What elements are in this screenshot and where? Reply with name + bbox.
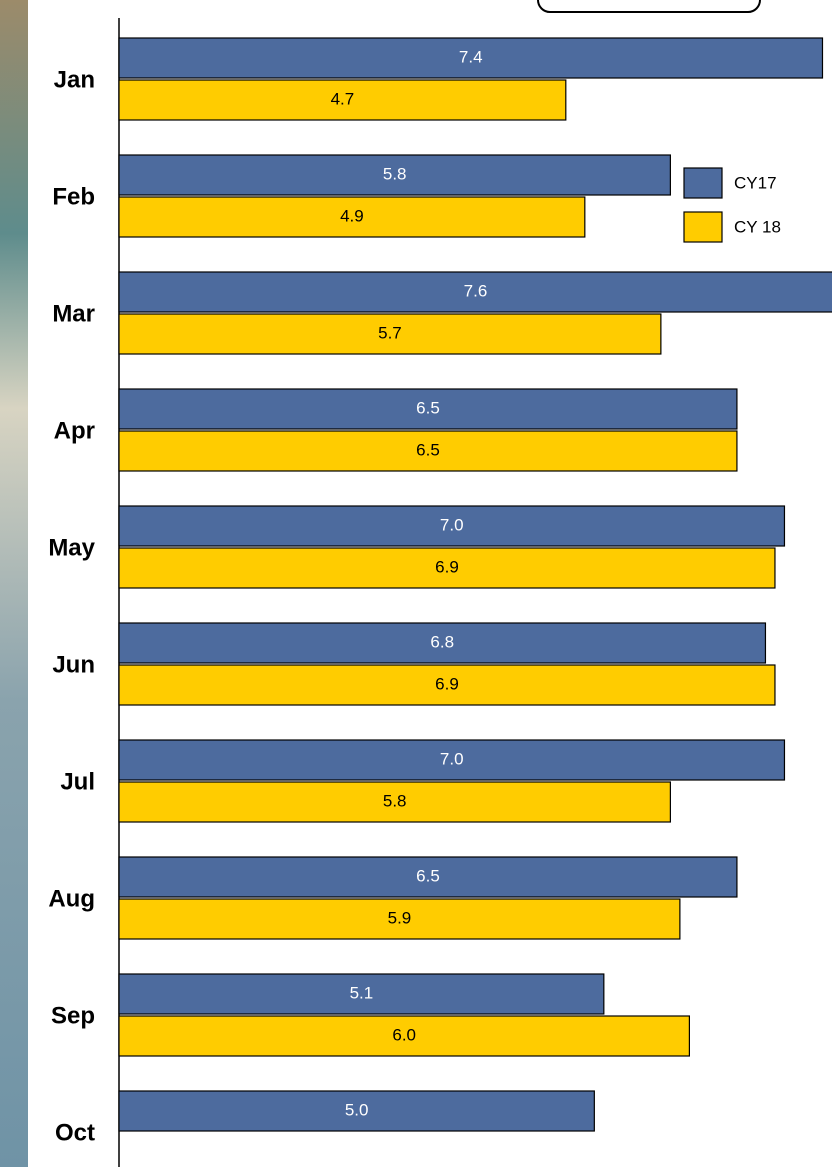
data-label: 6.8 (430, 632, 454, 651)
chart: Jan 7.4 4.7 Feb 5.8 4.9 Mar 7.6 5.7 Apr 6.5 6.5 May 7… (0, 0, 832, 1167)
y-tick-label: Sep (51, 1002, 95, 1029)
data-label: 4.7 (331, 89, 355, 108)
page: {"chart_data": {"type": "bar", "orientat… (0, 0, 832, 1167)
legend-label: CY 18 (734, 217, 781, 236)
data-label: 7.0 (440, 515, 464, 534)
legend-swatch (684, 212, 722, 242)
data-label: 6.5 (416, 398, 440, 417)
y-tick-label: Feb (52, 183, 95, 210)
legend-frame (538, 0, 760, 12)
data-label: 6.5 (416, 866, 440, 885)
y-tick-label: Jun (52, 651, 95, 678)
data-label: 5.1 (350, 983, 374, 1002)
legend-swatch (684, 168, 722, 198)
data-label: 7.0 (440, 749, 464, 768)
y-tick-label: May (48, 534, 95, 561)
data-label: 5.7 (378, 323, 402, 342)
data-label: 5.0 (345, 1100, 369, 1119)
y-tick-label: Mar (52, 300, 95, 327)
y-tick-label: Aug (48, 885, 95, 912)
legend-label: CY17 (734, 173, 777, 192)
y-tick-label: Oct (55, 1119, 95, 1146)
data-label: 6.0 (392, 1025, 416, 1044)
y-tick-label: Apr (54, 417, 95, 444)
background-strip (0, 0, 28, 1167)
data-label: 7.4 (459, 47, 483, 66)
data-label: 6.9 (435, 674, 459, 693)
data-label: 5.8 (383, 791, 407, 810)
data-label: 4.9 (340, 206, 364, 225)
data-label: 5.9 (388, 908, 412, 927)
data-label: 6.9 (435, 557, 459, 576)
data-label: 5.8 (383, 164, 407, 183)
y-tick-label: Jul (60, 768, 95, 795)
data-label: 7.6 (464, 281, 488, 300)
data-label: 6.5 (416, 440, 440, 459)
y-tick-label: Jan (54, 66, 95, 93)
